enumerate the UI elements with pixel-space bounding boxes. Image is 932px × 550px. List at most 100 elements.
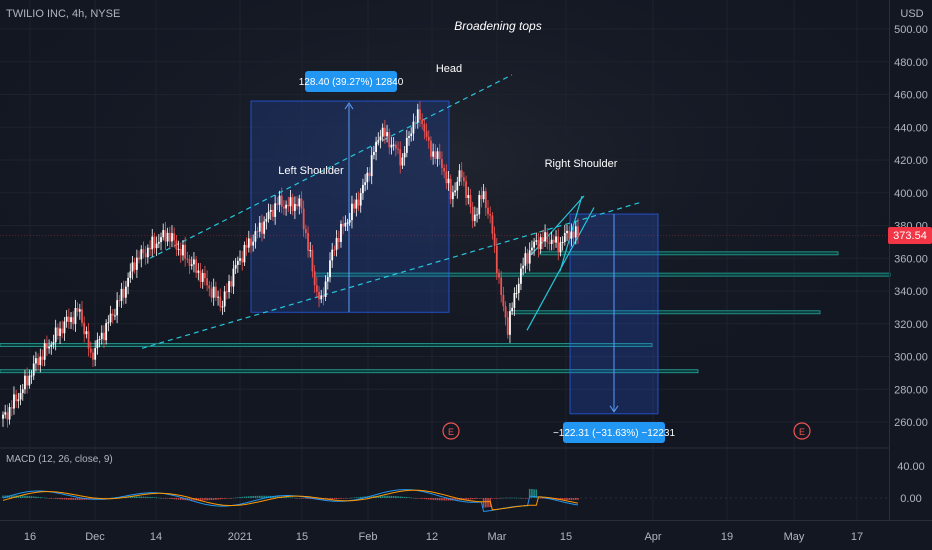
candle-body: [410, 133, 413, 137]
time-tick-label: Dec: [85, 531, 105, 543]
horizontal-levels[interactable]: [0, 251, 891, 374]
candle-body: [26, 375, 29, 386]
candle-body: [151, 236, 154, 250]
candle-body: [493, 233, 496, 246]
candle-body: [272, 209, 274, 217]
macd-histogram-bar: [392, 495, 395, 498]
candle-body: [135, 257, 138, 270]
macd-histogram-bar: [258, 495, 261, 498]
macd-label: MACD (12, 26, close, 9): [6, 454, 113, 465]
earnings-marker-1[interactable]: E: [442, 422, 460, 440]
price-tick-label: 420.00: [894, 155, 928, 167]
time-axis[interactable]: 16 Dec 14 2021 15 Feb 12 Mar 15 Apr 19 May 17: [24, 531, 863, 543]
macd-histogram-bar: [441, 498, 443, 501]
macd-histogram-bar: [456, 498, 459, 501]
macd-histogram-bar: [237, 497, 239, 498]
candle-body: [157, 242, 160, 244]
candle-body: [103, 332, 105, 341]
price-tick-label: 460.00: [894, 90, 928, 102]
candle-body: [515, 292, 518, 294]
candle-body: [517, 283, 520, 293]
macd-histogram-bar: [474, 498, 476, 499]
candle-body: [164, 230, 167, 242]
candle-body: [182, 244, 184, 256]
candle-body: [230, 281, 233, 287]
candle-body: [250, 238, 252, 246]
candle-body: [520, 268, 522, 284]
candle-body: [252, 241, 255, 246]
candle-body: [212, 286, 215, 298]
macd-histogram-bar: [337, 498, 340, 499]
macd-histogram-bar: [2, 495, 4, 498]
macd-tick-label: 0.00: [900, 493, 921, 505]
candle-body: [63, 321, 66, 334]
price-axis[interactable]: 500.00480.00460.00440.00420.00400.00380.…: [894, 24, 928, 429]
candle-body: [443, 167, 446, 172]
candle-body: [447, 178, 450, 184]
macd-histogram-bar: [355, 497, 358, 498]
macd-histogram-bar: [32, 496, 35, 498]
candle-body: [267, 211, 270, 220]
candle-body: [217, 296, 219, 298]
macd-histogram-bar: [59, 498, 61, 500]
candle-body: [19, 392, 22, 400]
candle-body: [125, 286, 127, 298]
candle-body: [223, 291, 226, 307]
time-tick-label: 12: [426, 531, 438, 543]
macd-histogram-bar: [419, 498, 421, 499]
macd-histogram-bar: [340, 498, 342, 499]
macd-histogram-bar: [10, 495, 13, 498]
candle-body: [533, 241, 536, 248]
candle-body: [359, 193, 362, 206]
macd-histogram-bar: [265, 495, 268, 498]
currency-label: USD: [900, 8, 923, 20]
time-tick-label: 19: [721, 531, 733, 543]
candle-body: [333, 249, 336, 251]
macd-histogram-bar: [528, 488, 531, 498]
macd-histogram-bar: [147, 496, 149, 498]
macd-histogram-bar: [256, 495, 259, 498]
candle-body: [456, 181, 459, 191]
macd-histogram-bar: [309, 498, 312, 500]
macd-signal-line: [2, 489, 579, 511]
candle-body: [546, 232, 549, 243]
macd-histogram-bar: [425, 498, 428, 500]
macd-histogram-bar: [471, 498, 474, 500]
macd-histogram-bar: [57, 498, 59, 499]
candle-body: [379, 136, 382, 141]
candle-body: [342, 223, 345, 227]
candle-body: [566, 230, 568, 234]
macd-histogram-bar: [250, 496, 252, 498]
earnings-marker-2[interactable]: E: [793, 422, 811, 440]
candle-body: [403, 152, 406, 158]
macd-histogram-bar: [208, 498, 211, 501]
price-tick-label: 440.00: [894, 122, 928, 134]
macd-histogram-bar: [230, 498, 233, 499]
macd-histogram-bar: [190, 498, 193, 501]
macd-histogram-bar: [335, 498, 338, 500]
candle-body: [377, 140, 380, 142]
measure-down-badge[interactable]: [563, 422, 665, 443]
price-tick-label: 300.00: [894, 352, 928, 364]
macd-histogram-bar: [502, 497, 505, 499]
candle-body: [557, 236, 560, 253]
macd-axis[interactable]: 40.00 0.00: [897, 461, 925, 505]
macd-histogram-bar: [245, 496, 248, 498]
candle-body: [399, 149, 402, 166]
candle-body: [513, 293, 516, 308]
macd-histogram-bar: [41, 497, 44, 498]
candle-body: [522, 265, 525, 269]
candle-body: [236, 260, 239, 265]
macd-histogram-bar: [199, 498, 202, 501]
candle-body: [550, 239, 553, 244]
macd-histogram-bar: [445, 498, 448, 501]
macd-histogram-bar: [480, 498, 483, 499]
support-resistance-level: [0, 369, 699, 374]
candle-body: [127, 277, 129, 287]
macd-histogram-bar: [241, 496, 244, 498]
measure-up-badge[interactable]: [305, 71, 397, 92]
candle-body: [243, 244, 246, 263]
candle-body: [256, 231, 259, 233]
right-shoulder-label: Right Shoulder: [545, 158, 618, 170]
